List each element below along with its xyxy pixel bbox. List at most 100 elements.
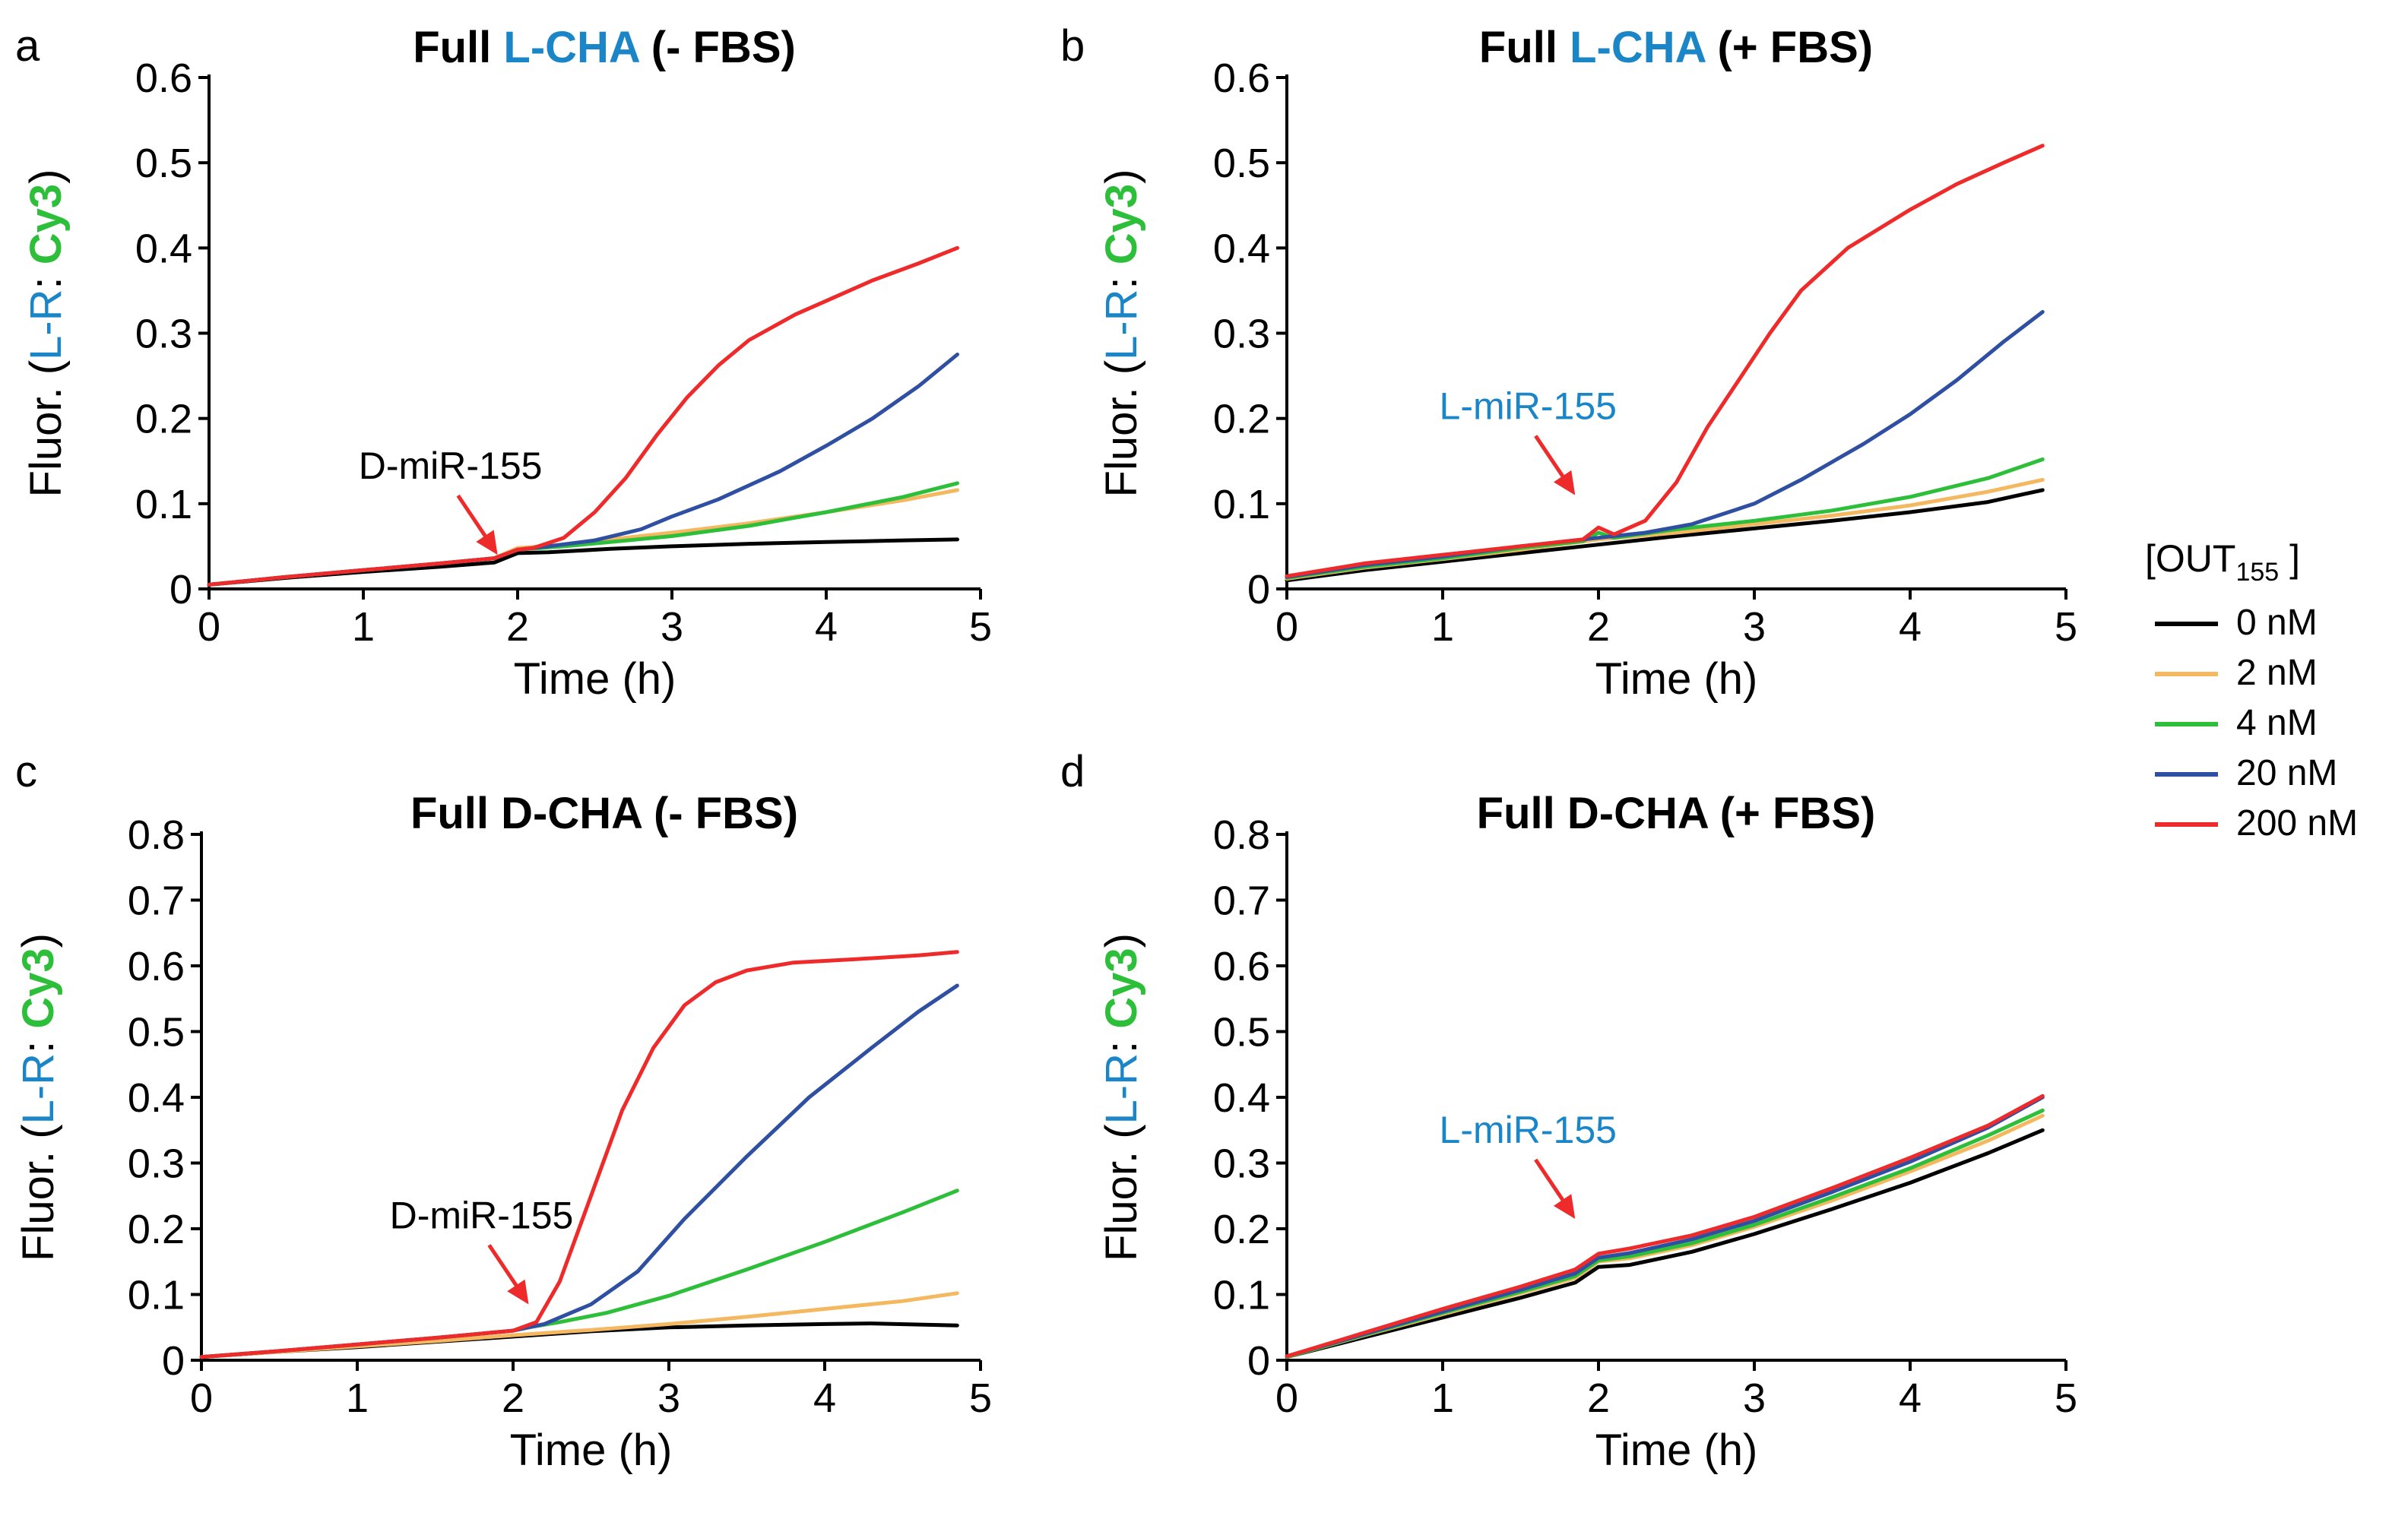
x-tick-label: 3 xyxy=(661,604,683,650)
y-tick-label: 0.6 xyxy=(1213,944,1270,989)
x-axis-label: Time (h) xyxy=(510,1426,673,1475)
y-tick-label: 0.4 xyxy=(1213,226,1270,271)
legend-entry: 4 nM xyxy=(2155,703,2318,743)
x-tick-label: 1 xyxy=(1431,1375,1454,1421)
title-suffix: (- FBS) xyxy=(639,23,796,72)
y-tick-label: 0.5 xyxy=(135,141,192,186)
panel-a: a Full L-CHA (- FBS) 0 0.1 0.2 0.3 0.4 0.5 0.6 0 1… xyxy=(15,21,992,704)
y-tick-label: 0 xyxy=(170,567,192,612)
y-label-suffix: ) xyxy=(21,169,71,184)
y-tick-label: 0.7 xyxy=(1213,878,1270,924)
x-tick-label: 5 xyxy=(969,1375,992,1421)
y-tick-label: 0.1 xyxy=(1213,482,1270,527)
y-tick-label: 0.4 xyxy=(128,1075,185,1121)
y-tick-label: 0.6 xyxy=(1213,55,1270,101)
y-label-cy3: Cy3 xyxy=(1097,184,1146,264)
x-tick-label: 5 xyxy=(2055,604,2077,650)
series-line-0-nm xyxy=(1285,488,2045,583)
panel-letter: c xyxy=(15,747,37,796)
y-tick-label: 0.5 xyxy=(1213,141,1270,186)
y-label-prefix: Fluor. ( xyxy=(1097,1124,1146,1261)
title-chemistry: L-CHA xyxy=(503,23,640,72)
y-label-lr: L-R xyxy=(14,1053,63,1124)
title-suffix: (- FBS) xyxy=(642,789,798,838)
y-tick-label: 0.8 xyxy=(1213,812,1270,858)
y-tick-label: 0 xyxy=(1247,1338,1270,1384)
y-label-cy3: Cy3 xyxy=(21,184,71,264)
x-tick-label: 4 xyxy=(1899,604,1922,650)
y-label-lr: L-R xyxy=(21,290,71,360)
y-axis-label: Fluor. (L-R: Cy3) xyxy=(21,169,71,498)
legend-label: 2 nM xyxy=(2236,653,2318,693)
y-tick-label: 0.5 xyxy=(1213,1010,1270,1056)
title-chemistry: D-CHA xyxy=(1567,789,1709,838)
title-prefix: Full xyxy=(413,23,503,72)
x-tick-label: 3 xyxy=(657,1375,680,1421)
legend: [OUT155 ] 0 nM 2 nM 4 nM 20 nM 200 nM xyxy=(2145,537,2358,843)
annotation-arrowhead xyxy=(507,1279,529,1305)
x-tick-label: 0 xyxy=(198,604,220,650)
y-tick-label: 0.3 xyxy=(135,312,192,357)
series-line-0-nm xyxy=(1285,1128,2045,1359)
series-line-200-nm xyxy=(1285,144,2045,578)
series-line-20-nm xyxy=(199,983,959,1359)
y-label-colon: : xyxy=(14,1029,63,1053)
x-tick-label: 2 xyxy=(1587,604,1610,650)
y-label-suffix: ) xyxy=(1097,933,1146,948)
x-tick-label: 5 xyxy=(969,604,992,650)
x-tick-label: 3 xyxy=(1743,1375,1766,1421)
y-label-cy3: Cy3 xyxy=(14,948,63,1028)
legend-entry: 200 nM xyxy=(2155,803,2358,843)
y-tick-label: 0.2 xyxy=(135,397,192,442)
title-prefix: Full xyxy=(1477,789,1567,838)
chart-title: Full D-CHA (- FBS) xyxy=(410,789,798,838)
y-tick-label: 0.2 xyxy=(128,1207,185,1252)
annotation-label: D-miR-155 xyxy=(390,1194,574,1236)
series-line-200-nm xyxy=(199,950,959,1359)
y-tick-label: 0.1 xyxy=(128,1273,185,1318)
y-label-suffix: ) xyxy=(1097,169,1146,184)
title-prefix: Full xyxy=(1479,23,1570,72)
panel-letter: b xyxy=(1060,21,1085,71)
legend-title-main: [OUT xyxy=(2145,537,2235,580)
annotation-arrowhead xyxy=(476,530,498,555)
panel-c: c Full D-CHA (- FBS) 0 0.1 0.2 0.3 0.4 0.5 0.6 0.… xyxy=(14,747,992,1475)
title-chemistry: L-CHA xyxy=(1570,23,1706,72)
y-tick-label: 0 xyxy=(162,1338,185,1384)
y-tick-label: 0.7 xyxy=(128,878,185,924)
x-tick-label: 2 xyxy=(1587,1375,1610,1421)
legend-label: 200 nM xyxy=(2236,803,2358,843)
y-axis-label: Fluor. (L-R: Cy3) xyxy=(1097,169,1146,498)
annotation-label: D-miR-155 xyxy=(359,445,543,487)
y-tick-label: 0.8 xyxy=(128,812,185,858)
x-tick-label: 0 xyxy=(1275,604,1298,650)
panel-letter: d xyxy=(1060,747,1085,796)
legend-title-end: ] xyxy=(2279,537,2300,580)
y-tick-label: 0.2 xyxy=(1213,397,1270,442)
y-label-suffix: ) xyxy=(14,933,63,948)
x-tick-label: 4 xyxy=(813,1375,836,1421)
y-tick-label: 0.3 xyxy=(128,1141,185,1187)
chart-title: Full D-CHA (+ FBS) xyxy=(1477,789,1876,838)
series-line-20-nm xyxy=(1285,1095,2045,1359)
title-prefix: Full xyxy=(410,789,501,838)
y-label-cy3: Cy3 xyxy=(1097,948,1146,1028)
y-axis-label: Fluor. (L-R: Cy3) xyxy=(14,933,63,1261)
legend-title-subscript: 155 xyxy=(2235,558,2279,587)
legend-entry: 2 nM xyxy=(2155,653,2318,693)
chart-title: Full L-CHA (- FBS) xyxy=(413,23,796,72)
legend-label: 0 nM xyxy=(2236,603,2318,643)
chart-title: Full L-CHA (+ FBS) xyxy=(1479,23,1873,72)
y-tick-label: 0.1 xyxy=(135,482,192,527)
x-tick-label: 1 xyxy=(352,604,375,650)
annotation-arrowhead xyxy=(1553,470,1576,495)
x-tick-label: 2 xyxy=(506,604,529,650)
annotation-label: L-miR-155 xyxy=(1440,1109,1617,1151)
y-label-lr: L-R xyxy=(1097,1053,1146,1124)
y-tick-label: 0.4 xyxy=(135,226,192,271)
x-tick-label: 1 xyxy=(1431,604,1454,650)
title-suffix: (+ FBS) xyxy=(1705,23,1873,72)
panel-b: b Full L-CHA (+ FBS) 0 0.1 0.2 0.3 0.4 0.5 0.6 0 1… xyxy=(1060,21,2077,704)
x-tick-label: 2 xyxy=(502,1375,524,1421)
legend-title: [OUT155 ] xyxy=(2145,537,2300,587)
